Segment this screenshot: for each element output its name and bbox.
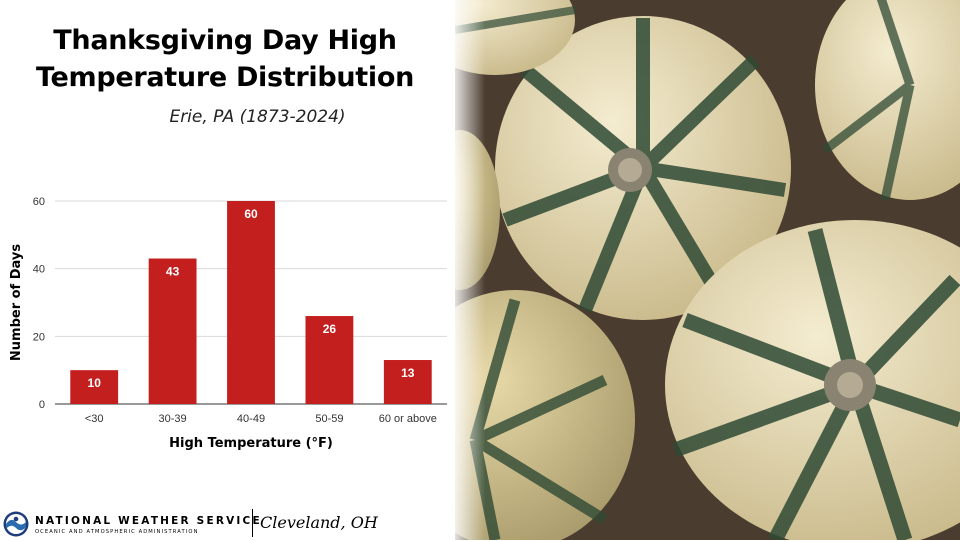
x-tick-label: 50-59 xyxy=(315,413,343,425)
nws-logo-icon xyxy=(3,511,29,537)
decorative-squash-photo xyxy=(455,0,960,540)
bar xyxy=(227,201,275,404)
x-axis-title: High Temperature (°F) xyxy=(169,436,333,451)
chart-title-line1: Thanksgiving Day High xyxy=(53,25,397,56)
y-tick-label: 0 xyxy=(39,399,45,411)
footer-divider xyxy=(252,509,253,537)
y-axis-title: Number of Days xyxy=(9,244,24,361)
nws-name: NATIONAL WEATHER SERVICE xyxy=(35,515,262,527)
bar xyxy=(305,316,354,404)
chart-title: Thanksgiving Day High Temperature Distri… xyxy=(20,22,430,96)
y-tick-label: 40 xyxy=(33,264,45,276)
x-tick-label: <30 xyxy=(85,413,104,425)
nws-subname: OCEANIC AND ATMOSPHERIC ADMINISTRATION xyxy=(35,529,199,535)
chart-title-line2: Temperature Distribution xyxy=(35,62,415,93)
x-tick-label: 30-39 xyxy=(159,413,187,425)
chart-subtitle: Erie, PA (1873-2024) xyxy=(169,107,346,127)
office-name: Cleveland, OH xyxy=(260,513,378,532)
y-tick-label: 20 xyxy=(33,331,45,343)
footer: NATIONAL WEATHER SERVICE OCEANIC AND ATM… xyxy=(0,505,460,541)
y-tick-label: 60 xyxy=(33,196,45,208)
bar xyxy=(70,370,119,404)
data-label: 43 xyxy=(166,265,180,279)
data-label: 60 xyxy=(244,207,258,221)
data-label: 10 xyxy=(88,376,102,390)
x-tick-label: 40-49 xyxy=(237,413,265,425)
bar xyxy=(383,360,432,404)
x-tick-label: 60 or above xyxy=(379,413,437,425)
bar xyxy=(148,258,197,404)
bar-chart: 0 20 40 60 10 <30 43 30-39 60 40-49 26 50-59 13 60 or… xyxy=(9,196,447,451)
data-label: 13 xyxy=(401,366,415,380)
data-label: 26 xyxy=(323,322,337,336)
